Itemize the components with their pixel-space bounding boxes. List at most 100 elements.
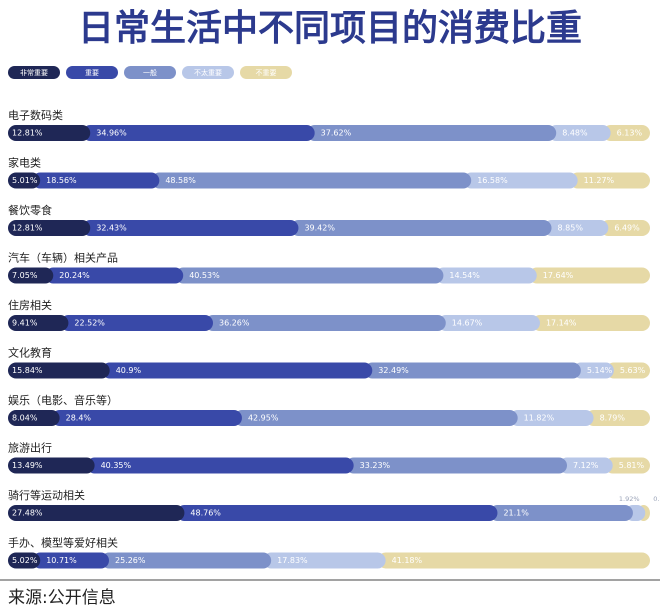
- bar-segment: [600, 220, 650, 236]
- legend-label: 非常重要: [20, 68, 48, 77]
- value-label: 7.05%: [12, 271, 38, 280]
- value-label: 48.76%: [190, 509, 221, 518]
- bar-segment: [569, 172, 650, 189]
- category-label: 文化教育: [8, 346, 52, 360]
- bar-segment: [32, 552, 109, 569]
- value-label: 37.62%: [321, 129, 352, 138]
- bar-segment: [176, 505, 498, 521]
- legend-swatch: [8, 66, 60, 79]
- bar-segment: [8, 552, 41, 569]
- value-label: 8.79%: [600, 414, 626, 423]
- bar-segment: [364, 362, 581, 379]
- value-label: 11.27%: [584, 176, 615, 185]
- bar-segment: [151, 172, 472, 189]
- category-label: 住房相关: [8, 298, 52, 312]
- value-label: 17.64%: [543, 271, 574, 280]
- value-label: 48.58%: [165, 176, 196, 185]
- category-label: 汽车（车辆）相关产品: [8, 251, 118, 265]
- value-label: 8.04%: [12, 414, 38, 423]
- bar-segment: [8, 505, 185, 521]
- value-label: 40.53%: [189, 271, 220, 280]
- value-label: 0.74%: [653, 495, 660, 503]
- value-label: 22.52%: [74, 319, 105, 328]
- bar-segment: [543, 220, 609, 236]
- value-label: 5.63%: [620, 366, 646, 375]
- bar-segment: [8, 457, 95, 474]
- bar-segment: [8, 362, 110, 379]
- value-label: 32.43%: [96, 224, 127, 233]
- bar-segment: [290, 220, 552, 236]
- legend-swatch: [240, 66, 292, 79]
- bar-segment: [585, 410, 650, 426]
- value-label: 13.49%: [12, 461, 43, 470]
- bar-segment: [101, 362, 373, 379]
- bar-segment: [558, 457, 613, 474]
- legend-label: 不重要: [256, 69, 277, 77]
- value-label: 14.54%: [449, 271, 480, 280]
- category-label: 电子数码类: [8, 108, 63, 122]
- bar-segment: [8, 172, 41, 189]
- value-label: 6.49%: [614, 224, 640, 233]
- bar-segment: [531, 315, 650, 331]
- value-label: 12.81%: [12, 129, 43, 138]
- bar-segment: [60, 315, 213, 331]
- value-label: 34.96%: [96, 129, 127, 138]
- legend-swatch: [66, 66, 118, 79]
- value-label: 1.92%: [619, 495, 640, 503]
- legend-swatch: [182, 66, 234, 79]
- bar-segment: [604, 457, 650, 474]
- bar-segment: [345, 457, 567, 474]
- value-label: 7.12%: [573, 461, 599, 470]
- bar-segment: [233, 410, 518, 426]
- category-label: 餐饮零食: [8, 203, 52, 217]
- value-label: 17.14%: [546, 319, 577, 328]
- value-label: 33.23%: [360, 461, 391, 470]
- value-label: 5.02%: [12, 556, 38, 565]
- value-label: 5.01%: [12, 176, 38, 185]
- bar-segment: [45, 267, 184, 284]
- bar-segment: [8, 267, 54, 284]
- bar-segment: [377, 552, 650, 569]
- bar-segment: [175, 267, 444, 284]
- bar-segment: [82, 125, 315, 141]
- bar-segment: [509, 410, 594, 426]
- legend-label: 不太重要: [194, 68, 222, 77]
- value-label: 42.95%: [248, 414, 279, 423]
- bar-segment: [437, 315, 540, 331]
- bar-segment: [8, 315, 69, 331]
- value-label: 27.48%: [12, 509, 43, 518]
- bar-segment: [528, 267, 650, 284]
- value-label: 12.81%: [12, 224, 43, 233]
- bar-segment: [32, 172, 160, 189]
- value-label: 41.18%: [392, 556, 423, 565]
- bar-segment: [548, 125, 611, 141]
- legend-label: 重要: [85, 69, 99, 77]
- source: 来源:公开信息: [8, 588, 116, 608]
- bar-segment: [100, 552, 272, 569]
- legend-swatch: [124, 66, 176, 79]
- legend-label: 一般: [143, 68, 157, 77]
- bar-segment: [8, 410, 60, 426]
- category-label: 家电类: [8, 156, 41, 170]
- value-label: 16.58%: [477, 176, 508, 185]
- bar-segment: [605, 362, 650, 379]
- value-label: 15.84%: [12, 366, 43, 375]
- value-label: 20.24%: [59, 271, 90, 280]
- value-label: 18.56%: [46, 176, 77, 185]
- bar-segment: [82, 220, 299, 236]
- category-label: 旅游出行: [8, 441, 52, 455]
- value-label: 21.1%: [503, 509, 529, 518]
- bar-segment: [572, 362, 614, 379]
- value-label: 9.41%: [12, 319, 38, 328]
- bar-segment: [204, 315, 446, 331]
- category-label: 骑行等运动相关: [8, 488, 85, 502]
- bar-segment: [602, 125, 650, 141]
- bar-segment: [8, 125, 91, 141]
- value-label: 40.35%: [101, 461, 132, 470]
- category-label: 娱乐（电影、音乐等）: [8, 393, 118, 407]
- value-label: 17.83%: [277, 556, 308, 565]
- bar-segment: [463, 172, 578, 189]
- category-label: 手办、模型等爱好相关: [8, 536, 118, 550]
- value-label: 25.26%: [115, 556, 146, 565]
